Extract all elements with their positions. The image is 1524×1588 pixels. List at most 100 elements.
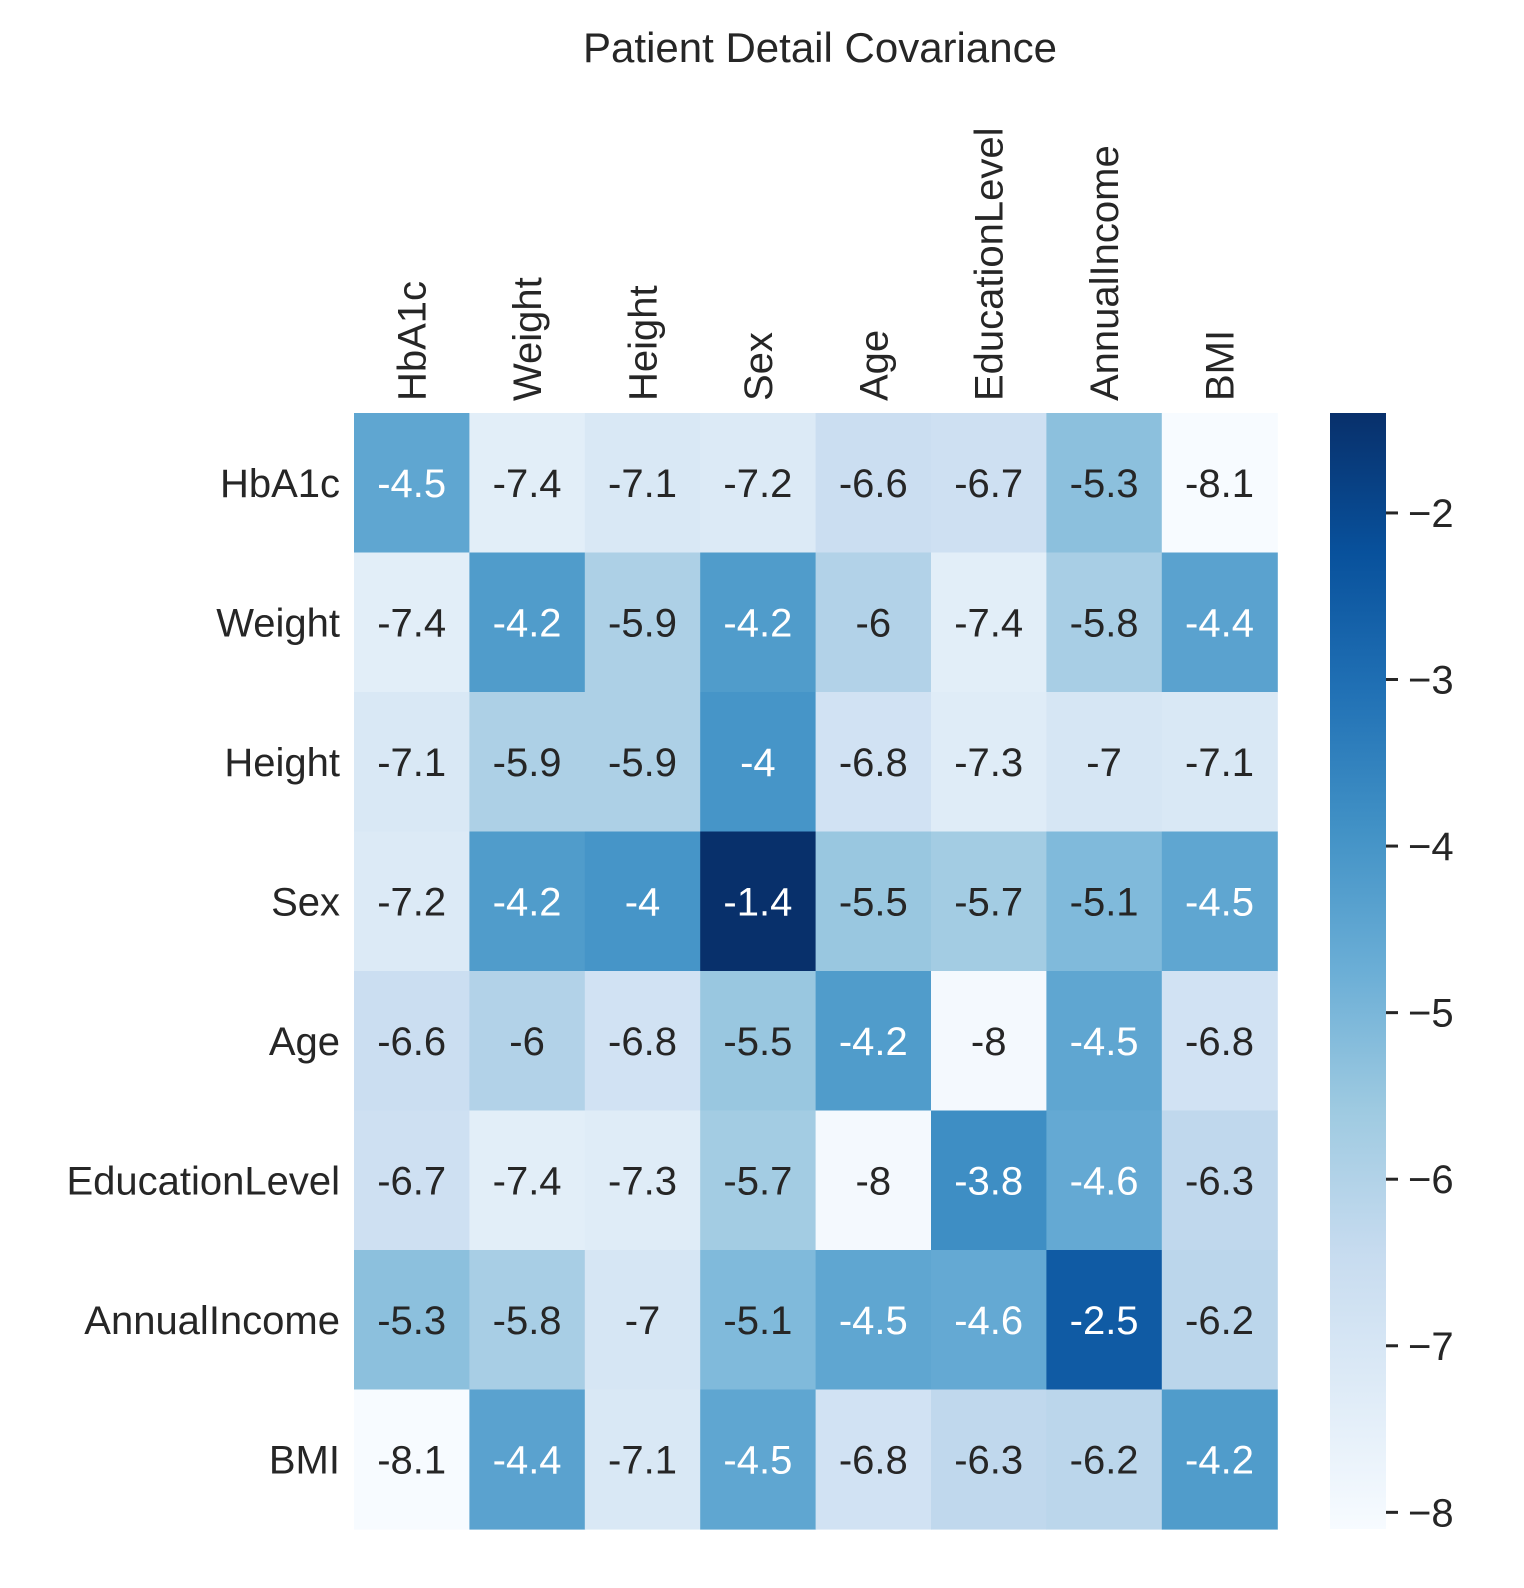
heatmap-cell — [931, 831, 1047, 972]
cell-value-label: -4.5 — [1070, 1020, 1139, 1064]
cell-value-label: -8 — [971, 1020, 1007, 1064]
heatmap-cell — [700, 1389, 817, 1530]
heatmap-cell — [1161, 1389, 1278, 1530]
cell-value-label: -6.2 — [1185, 1299, 1254, 1343]
heatmap-cell — [584, 831, 701, 972]
heatmap-cell — [931, 1250, 1047, 1391]
x-tick-label: Height — [622, 285, 666, 401]
heatmap-cell — [469, 1389, 586, 1530]
y-tick-label: HbA1c — [220, 462, 340, 506]
y-tick-label: BMI — [269, 1438, 340, 1482]
heatmap-cell — [1046, 1250, 1163, 1391]
heatmap-cell — [354, 1110, 470, 1251]
heatmap-cell — [469, 1110, 586, 1251]
heatmap-cell — [1046, 413, 1163, 554]
y-tick-label: Sex — [271, 880, 340, 924]
heatmap-cell — [931, 1389, 1047, 1530]
chart-title: Patient Detail Covariance — [583, 24, 1057, 71]
heatmap-cell — [584, 971, 701, 1112]
heatmap-cell — [469, 692, 586, 833]
cell-value-label: -5.8 — [1070, 601, 1139, 645]
cell-value-label: -5.3 — [1070, 462, 1139, 506]
y-axis-tick-labels: HbA1c Weight Height Sex Age EducationLevel Ann… — [66, 462, 340, 1483]
heatmap-cell — [815, 1250, 932, 1391]
heatmap-cell — [815, 692, 932, 833]
cell-value-label: -4.2 — [493, 601, 562, 645]
heatmap-cell — [1161, 692, 1278, 833]
colorbar-tick-label: −5 — [1408, 992, 1454, 1036]
x-tick-label: Age — [852, 330, 896, 401]
x-tick-label: EducationLevel — [968, 127, 1012, 401]
cell-value-label: -7.2 — [723, 462, 792, 506]
x-tick-label: BMI — [1199, 330, 1243, 401]
colorbar-tick-label: −7 — [1408, 1325, 1454, 1369]
heatmap-cell — [1161, 1110, 1278, 1251]
heatmap-cell — [469, 971, 586, 1112]
heatmap-cell — [931, 552, 1047, 693]
cell-value-label: -4.5 — [1185, 880, 1254, 924]
heatmap-cell — [1046, 552, 1163, 693]
heatmap-cells — [354, 413, 1278, 1530]
cell-value-label: -4.4 — [493, 1438, 562, 1482]
heatmap-cell-labels: -4.5 -7.4 -7.1 -7.2 -6.6 -6.7 -5.3 -8.1 -7.4 -4.2… — [377, 462, 1254, 1483]
heatmap-cell — [700, 971, 817, 1112]
heatmap-cell — [815, 1389, 932, 1530]
x-tick-label: AnnualIncome — [1083, 145, 1127, 401]
cell-value-label: -4.5 — [723, 1438, 792, 1482]
colorbar: −2 −3 −4 −5 −6 −7 −8 — [1330, 413, 1454, 1535]
cell-value-label: -7.1 — [608, 1438, 677, 1482]
heatmap-cell — [931, 413, 1047, 554]
heatmap-cell — [1161, 552, 1278, 693]
x-tick-label: HbA1c — [391, 281, 435, 401]
heatmap-cell — [584, 1110, 701, 1251]
heatmap-cell — [931, 692, 1047, 833]
heatmap-cell — [1046, 1389, 1163, 1530]
heatmap-cell — [469, 552, 586, 693]
heatmap-cell — [700, 1110, 817, 1251]
cell-value-label: -6.3 — [1185, 1159, 1254, 1203]
cell-value-label: -5.9 — [608, 741, 677, 785]
cell-value-label: -7.3 — [954, 741, 1023, 785]
heatmap-cell — [700, 692, 817, 833]
heatmap-cell — [931, 1110, 1047, 1251]
cell-value-label: -7.1 — [1185, 741, 1254, 785]
cell-value-label: -5.1 — [723, 1299, 792, 1343]
colorbar-tick-label: −3 — [1408, 659, 1454, 703]
heatmap-cell — [354, 971, 470, 1112]
x-axis-tick-labels: HbA1c Weight Height Sex Age EducationLevel Ann… — [391, 127, 1243, 401]
heatmap-cell — [354, 552, 470, 693]
cell-value-label: -6.2 — [1070, 1438, 1139, 1482]
colorbar-tick-label: −2 — [1408, 492, 1454, 536]
cell-value-label: -4.4 — [1185, 601, 1254, 645]
cell-value-label: -4.2 — [1185, 1438, 1254, 1482]
y-tick-label: Age — [269, 1020, 340, 1064]
heatmap-cell — [700, 1250, 817, 1391]
y-tick-label: EducationLevel — [66, 1159, 340, 1203]
x-tick-label: Sex — [737, 332, 781, 401]
heatmap-cell — [700, 552, 817, 693]
cell-value-label: -6.6 — [377, 1020, 446, 1064]
heatmap-cell — [584, 552, 701, 693]
cell-value-label: -7.2 — [377, 880, 446, 924]
cell-value-label: -7 — [625, 1299, 661, 1343]
cell-value-label: -6.7 — [377, 1159, 446, 1203]
heatmap-cell — [469, 831, 586, 972]
cell-value-label: -4.6 — [954, 1299, 1023, 1343]
cell-value-label: -6.6 — [839, 462, 908, 506]
cell-value-label: -7.1 — [377, 741, 446, 785]
heatmap-cell — [815, 413, 932, 554]
cell-value-label: -7.4 — [493, 462, 562, 506]
heatmap-cell — [469, 1250, 586, 1391]
heatmap-cell — [354, 1250, 470, 1391]
cell-value-label: -5.3 — [377, 1299, 446, 1343]
heatmap-cell — [815, 1110, 932, 1251]
heatmap-cell — [1161, 1250, 1278, 1391]
heatmap-cell — [1046, 692, 1163, 833]
cell-value-label: -4.6 — [1070, 1159, 1139, 1203]
heatmap-cell — [354, 1389, 470, 1530]
cell-value-label: -8.1 — [377, 1438, 446, 1482]
heatmap-cell — [700, 831, 817, 972]
heatmap-cell — [1161, 413, 1278, 554]
